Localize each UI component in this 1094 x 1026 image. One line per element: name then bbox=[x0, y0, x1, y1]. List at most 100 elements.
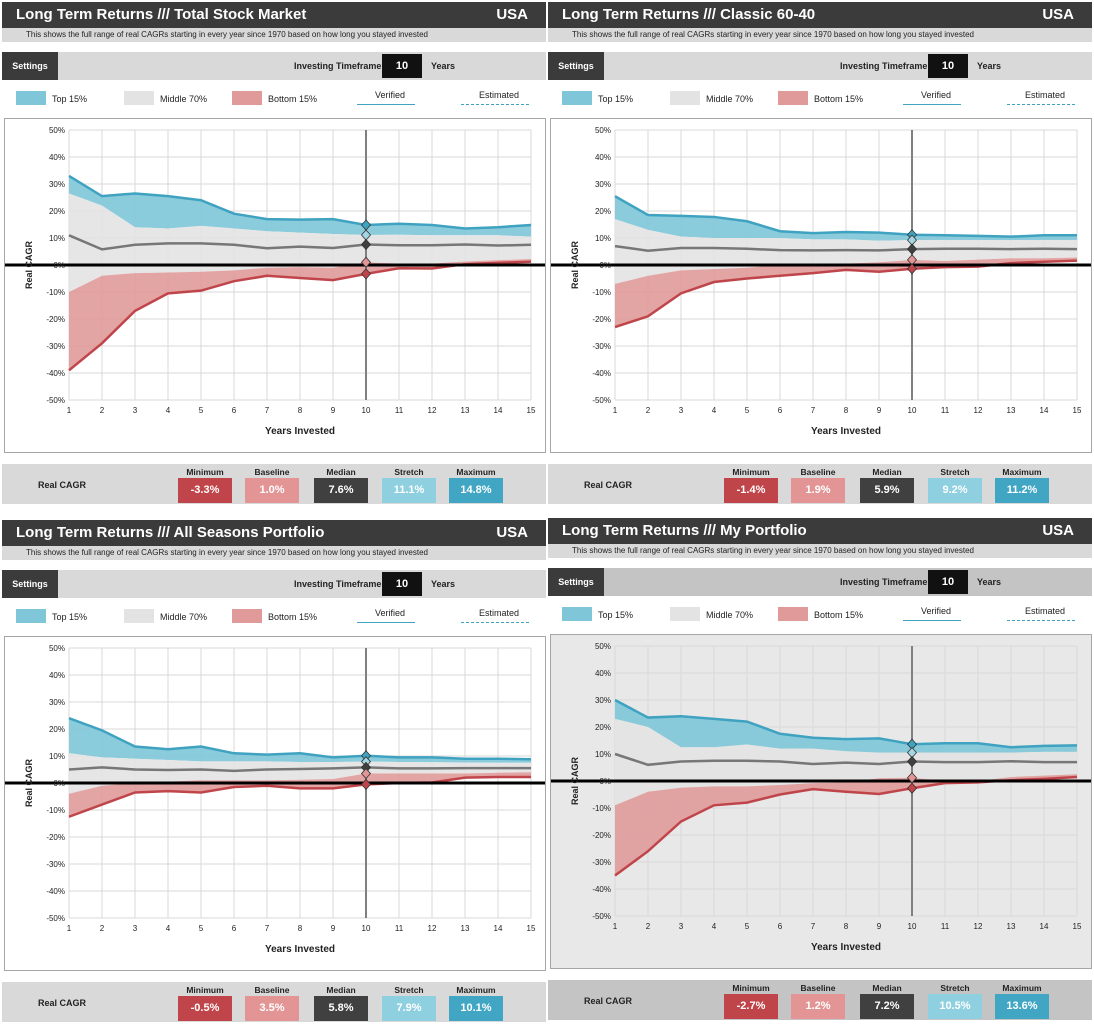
stats-bar: Real CAGR Minimum -2.7% Baseline 1.2% Me… bbox=[548, 980, 1092, 1020]
subtitle-text: This shows the full range of real CAGRs … bbox=[26, 30, 428, 39]
stat-maximum-value: 11.2% bbox=[995, 478, 1049, 503]
x-tick-label: 9 bbox=[331, 406, 336, 415]
x-tick-label: 7 bbox=[265, 924, 270, 933]
x-tick-label: 3 bbox=[133, 406, 138, 415]
stat-minimum-header: Minimum bbox=[732, 983, 770, 993]
subtitle-text: This shows the full range of real CAGRs … bbox=[572, 546, 974, 555]
y-tick-label: -30% bbox=[592, 858, 611, 867]
stat-maximum-header: Maximum bbox=[1002, 467, 1042, 477]
y-tick-label: 40% bbox=[49, 671, 65, 680]
stat-maximum-header: Maximum bbox=[456, 985, 496, 995]
x-tick-label: 7 bbox=[265, 406, 270, 415]
stat-stretch-value: 7.9% bbox=[382, 996, 436, 1021]
y-tick-label: 10% bbox=[49, 752, 65, 761]
timeframe-unit: Years bbox=[431, 579, 456, 589]
x-tick-label: 2 bbox=[100, 406, 105, 415]
x-tick-label: 2 bbox=[646, 406, 651, 415]
marker-diamond bbox=[906, 263, 918, 275]
settings-button[interactable]: Settings bbox=[2, 570, 58, 598]
legend-middle-label: Middle 70% bbox=[160, 612, 208, 622]
legend-bottom-swatch bbox=[232, 609, 262, 623]
x-tick-label: 6 bbox=[778, 922, 783, 931]
series-maximum-line bbox=[614, 698, 1078, 749]
x-tick-label: 3 bbox=[679, 406, 684, 415]
stats-bar: Real CAGR Minimum -3.3% Baseline 1.0% Me… bbox=[2, 464, 546, 504]
x-axis-title: Years Invested bbox=[811, 426, 881, 437]
chart-area: 50% 40% 30% 20% 10% 0% -10% -20% -30% -40% -50% 1 2 3… bbox=[4, 636, 546, 971]
x-tick-label: 2 bbox=[100, 924, 105, 933]
chart-area: 50% 40% 30% 20% 10% 0% -10% -20% -30% -40% -50% 1 2 3… bbox=[550, 118, 1092, 453]
settings-button[interactable]: Settings bbox=[548, 568, 604, 596]
timeframe-input[interactable]: 10 bbox=[928, 570, 968, 594]
x-tick-label: 4 bbox=[712, 406, 717, 415]
band-middle-70 bbox=[69, 753, 531, 794]
timeframe-unit: Years bbox=[431, 61, 456, 71]
x-tick-label: 4 bbox=[166, 924, 171, 933]
x-tick-label: 1 bbox=[613, 922, 618, 931]
stats-label: Real CAGR bbox=[584, 996, 633, 1006]
x-tick-label: 8 bbox=[298, 924, 303, 933]
timeframe-label: Investing Timeframe bbox=[294, 61, 382, 71]
timeframe-input[interactable]: 10 bbox=[382, 572, 422, 596]
legend-estimated-label: Estimated bbox=[479, 608, 520, 618]
y-tick-label: 40% bbox=[595, 669, 611, 678]
legend-top-label: Top 15% bbox=[52, 94, 88, 104]
x-tick-label: 15 bbox=[1073, 922, 1082, 931]
x-tick-label: 14 bbox=[1040, 922, 1049, 931]
legend: Top 15% Middle 70% Bottom 15% Verified E… bbox=[548, 86, 1092, 108]
timeframe-input[interactable]: 10 bbox=[928, 54, 968, 78]
x-tick-label: 5 bbox=[199, 406, 204, 415]
legend-bottom-label: Bottom 15% bbox=[814, 94, 864, 104]
legend-estimated-label: Estimated bbox=[1025, 606, 1066, 616]
stat-minimum-value: -2.7% bbox=[724, 994, 778, 1019]
y-tick-label: -50% bbox=[46, 914, 65, 923]
legend-top-swatch bbox=[562, 91, 592, 105]
x-tick-label: 12 bbox=[974, 922, 983, 931]
legend-top-label: Top 15% bbox=[598, 94, 634, 104]
y-tick-label: 10% bbox=[595, 750, 611, 759]
x-tick-label: 8 bbox=[298, 406, 303, 415]
y-tick-label: 0% bbox=[53, 261, 65, 270]
legend-verified: Verified bbox=[903, 90, 962, 105]
series-median-line bbox=[614, 244, 1078, 252]
x-axis-title: Years Invested bbox=[811, 942, 881, 953]
x-tick-label: 1 bbox=[613, 406, 618, 415]
series-median-line bbox=[68, 766, 531, 773]
x-tick-label: 15 bbox=[527, 924, 536, 933]
stat-median-header: Median bbox=[872, 467, 902, 477]
y-tick-label: -50% bbox=[592, 396, 611, 405]
x-tick-label: 7 bbox=[811, 922, 816, 931]
y-tick-label: 50% bbox=[595, 642, 611, 651]
panel-total-stock-market: Long Term Returns /// Total Stock Market… bbox=[2, 2, 546, 508]
y-tick-label: -30% bbox=[46, 860, 65, 869]
legend-top-swatch bbox=[16, 91, 46, 105]
series-maximum-line bbox=[68, 717, 532, 761]
panel-my-portfolio: Long Term Returns /// My Portfolio USA T… bbox=[548, 518, 1092, 1024]
settings-button[interactable]: Settings bbox=[548, 52, 604, 80]
x-tick-label: 4 bbox=[712, 922, 717, 931]
x-tick-label: 9 bbox=[877, 406, 882, 415]
x-tick-label: 5 bbox=[745, 922, 750, 931]
stat-stretch-header: Stretch bbox=[394, 985, 424, 995]
settings-button[interactable]: Settings bbox=[2, 52, 58, 80]
timeframe-input[interactable]: 10 bbox=[382, 54, 422, 78]
legend-middle-swatch bbox=[670, 91, 700, 105]
x-tick-label: 15 bbox=[1073, 406, 1082, 415]
chart-svg: 50%40%30%20%10%0%-10%-20%-30%-40%-50%1 2 3… bbox=[5, 644, 545, 955]
x-tick-label: 6 bbox=[232, 924, 237, 933]
timeframe-label: Investing Timeframe bbox=[840, 61, 928, 71]
legend-top-label: Top 15% bbox=[598, 610, 634, 620]
y-tick-label: -50% bbox=[592, 912, 611, 921]
stat-median-value: 7.2% bbox=[860, 994, 914, 1019]
y-tick-label: 40% bbox=[49, 153, 65, 162]
legend-verified-label: Verified bbox=[375, 608, 406, 618]
x-tick-label: 14 bbox=[494, 406, 503, 415]
legend-bottom-swatch bbox=[778, 91, 808, 105]
y-axis-title: Real CAGR bbox=[570, 756, 580, 805]
y-tick-label: -10% bbox=[592, 804, 611, 813]
stat-baseline-header: Baseline bbox=[254, 467, 290, 477]
settings-bar: Settings Investing Timeframe 10 Years bbox=[548, 52, 1092, 80]
marker-diamond bbox=[906, 243, 918, 255]
chart-svg: 50%40%30%20%10%0%-10%-20%-30%-40%-50%1 2 3… bbox=[551, 126, 1091, 437]
stat-minimum-header: Minimum bbox=[186, 467, 224, 477]
